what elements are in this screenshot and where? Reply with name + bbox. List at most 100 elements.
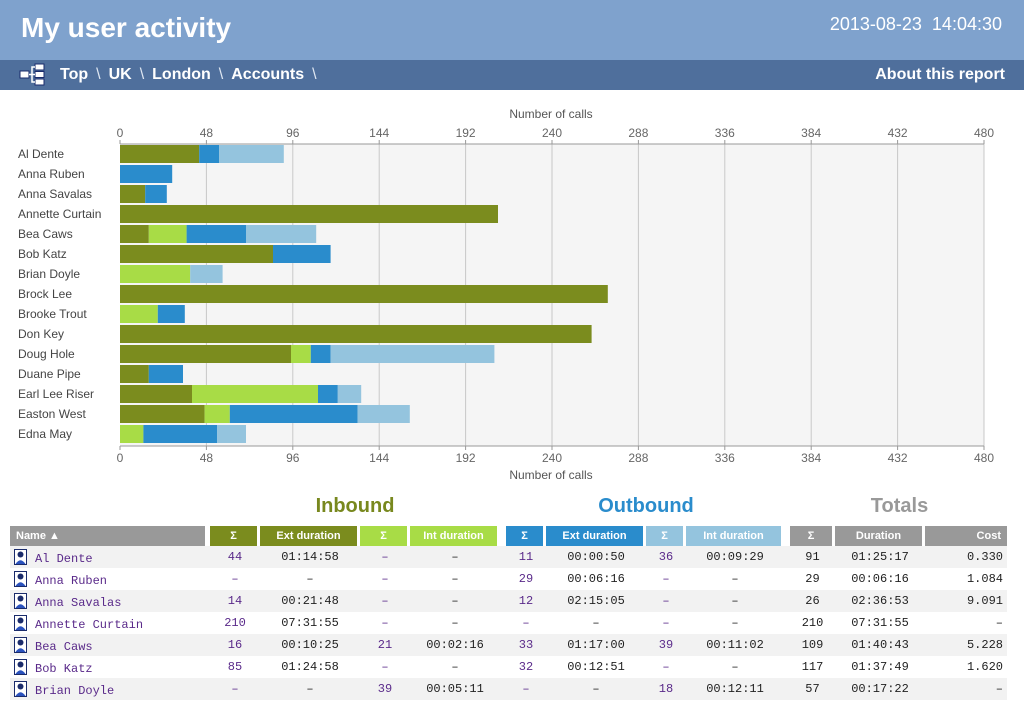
inbound-ext-duration-cell: – bbox=[306, 572, 314, 586]
x-tick-label-bottom: 240 bbox=[542, 451, 562, 465]
table-row[interactable]: Al Dente 44 01:14:58– –11 00:00:50 36 00:09:29… bbox=[10, 546, 1007, 568]
x-tick-label-bottom: 432 bbox=[888, 451, 908, 465]
bar-segment bbox=[120, 405, 205, 423]
user-name[interactable]: Bea Caws bbox=[35, 639, 93, 654]
x-tick-label-top: 0 bbox=[117, 126, 124, 140]
user-name-cell[interactable]: Bob Katz bbox=[10, 656, 208, 678]
y-category-label: Don Key bbox=[18, 327, 64, 341]
table-row[interactable]: Anna Savalas 14 00:21:48– –12 02:15:05– –26 02… bbox=[10, 590, 1007, 612]
table-row[interactable]: Brian Doyle – –39 00:05:11– –18 00:12:11 57 00:… bbox=[10, 678, 1007, 700]
user-name-cell[interactable]: Anna Ruben bbox=[10, 568, 208, 590]
user-name[interactable]: Brian Doyle bbox=[35, 683, 115, 698]
about-report-link[interactable]: About this report bbox=[875, 66, 1005, 83]
column-gap bbox=[784, 526, 790, 546]
bar-segment bbox=[120, 365, 149, 383]
bar-segment bbox=[246, 225, 317, 243]
inbound-int-count-header[interactable]: Σ bbox=[360, 526, 410, 546]
inbound-ext-count-cell: 44 bbox=[210, 546, 260, 568]
table-row[interactable]: Bob Katz 85 01:24:58 – – 32 00:12:51 – – 117 01:37… bbox=[10, 656, 1007, 678]
x-tick-label-top: 432 bbox=[888, 126, 908, 140]
user-name[interactable]: Anna Savalas bbox=[35, 595, 122, 610]
outbound-ext-duration-cell: 01:17:00 bbox=[546, 634, 646, 656]
bar-segment bbox=[120, 265, 191, 283]
y-category-label: Bea Caws bbox=[18, 227, 73, 241]
user-name-cell[interactable]: Bea Caws bbox=[10, 634, 208, 656]
total-duration-cell: 01:25:17 bbox=[835, 546, 925, 568]
column-gap bbox=[208, 546, 210, 568]
outbound-int-duration-cell: 00:11:02 bbox=[686, 634, 784, 656]
table-row[interactable]: Bea Caws 16 00:10:25 21 00:02:16 33 01:17:00 39… bbox=[10, 634, 1007, 656]
y-category-label: Bob Katz bbox=[18, 247, 67, 261]
inbound-ext-duration-header[interactable]: Ext duration bbox=[260, 526, 360, 546]
total-duration-cell: 02:36:53 bbox=[835, 590, 925, 612]
column-gap bbox=[784, 634, 790, 656]
x-tick-label-bottom: 96 bbox=[286, 451, 300, 465]
y-category-label: Annette Curtain bbox=[18, 207, 101, 221]
bar-segment bbox=[120, 185, 146, 203]
table-row[interactable]: Anna Ruben – – – – 29 00:06:16 – – 29 00:06:16 1.08… bbox=[10, 568, 1007, 590]
name-column-header[interactable]: Name ▲ bbox=[10, 526, 208, 546]
column-gap bbox=[500, 590, 506, 612]
inbound-int-duration-cell: – bbox=[410, 590, 500, 612]
x-tick-label-top: 336 bbox=[715, 126, 735, 140]
y-category-label: Earl Lee Riser bbox=[18, 387, 94, 401]
outbound-int-count-cell: – bbox=[662, 616, 670, 630]
user-name-cell[interactable]: Brian Doyle bbox=[10, 678, 208, 700]
bar-segment bbox=[291, 345, 311, 363]
outbound-ext-count-cell: 11 bbox=[506, 546, 546, 568]
x-tick-label-bottom: 192 bbox=[456, 451, 476, 465]
user-activity-table: Name ▲ Σ Ext duration Σ Int duration Σ E… bbox=[10, 526, 1007, 700]
cost-cell: 1.620 bbox=[966, 660, 1003, 674]
hierarchy-icon[interactable] bbox=[19, 63, 45, 86]
inbound-ext-count-cell: 210 bbox=[224, 616, 246, 630]
total-count-header[interactable]: Σ bbox=[790, 526, 835, 546]
inbound-int-count-cell: – bbox=[360, 546, 410, 568]
inbound-int-duration-cell: 00:02:16 bbox=[410, 634, 500, 656]
user-name[interactable]: Al Dente bbox=[35, 551, 93, 566]
inbound-ext-count-cell: – bbox=[210, 678, 260, 700]
bar-segment bbox=[357, 405, 410, 423]
outbound-ext-duration-cell: – bbox=[546, 678, 646, 700]
inbound-ext-duration-cell: 00:21:48 bbox=[260, 590, 360, 612]
user-name-cell[interactable]: Annette Curtain bbox=[10, 612, 208, 634]
inbound-int-duration-header[interactable]: Int duration bbox=[410, 526, 500, 546]
y-category-label: Brock Lee bbox=[18, 287, 72, 301]
outbound-ext-duration-header[interactable]: Ext duration bbox=[546, 526, 646, 546]
outbound-ext-count-header[interactable]: Σ bbox=[506, 526, 546, 546]
outbound-ext-count-cell: – bbox=[506, 678, 546, 700]
breadcrumb: Top \ UK \ London \ Accounts \ bbox=[60, 66, 325, 84]
bar-segment bbox=[120, 165, 173, 183]
table-row[interactable]: Annette Curtain 210 07:31:55 – – – – – – 210 07:31… bbox=[10, 612, 1007, 634]
outbound-int-count-header[interactable]: Σ bbox=[646, 526, 686, 546]
column-gap bbox=[208, 590, 210, 612]
total-count-cell: 57 bbox=[790, 678, 835, 700]
total-duration-header[interactable]: Duration bbox=[835, 526, 925, 546]
user-name-cell[interactable]: Al Dente bbox=[10, 546, 208, 568]
bar-segment bbox=[120, 425, 144, 443]
user-name[interactable]: Annette Curtain bbox=[35, 617, 144, 632]
inbound-ext-count-cell: – bbox=[231, 572, 239, 586]
outbound-int-duration-header[interactable]: Int duration bbox=[686, 526, 784, 546]
user-name[interactable]: Anna Ruben bbox=[35, 573, 108, 588]
inbound-ext-count-header[interactable]: Σ bbox=[210, 526, 260, 546]
user-name[interactable]: Bob Katz bbox=[35, 661, 93, 676]
user-icon bbox=[14, 548, 27, 565]
breadcrumb-bar: Top \ UK \ London \ Accounts \ About this repor… bbox=[0, 60, 1024, 90]
inbound-int-duration-cell: – bbox=[451, 572, 459, 586]
bar-segment bbox=[190, 265, 223, 283]
outbound-ext-count-cell: 32 bbox=[518, 660, 534, 674]
outbound-int-count-cell: – bbox=[646, 590, 686, 612]
bar-segment bbox=[186, 225, 246, 243]
cost-header[interactable]: Cost bbox=[925, 526, 1007, 546]
breadcrumb-london[interactable]: London bbox=[152, 66, 211, 83]
user-name-cell[interactable]: Anna Savalas bbox=[10, 590, 208, 612]
inbound-int-count-cell: – bbox=[381, 572, 389, 586]
breadcrumb-uk[interactable]: UK bbox=[108, 66, 132, 83]
y-category-label: Al Dente bbox=[18, 147, 64, 161]
breadcrumb-accounts[interactable]: Accounts bbox=[231, 66, 305, 83]
x-tick-label-bottom: 144 bbox=[369, 451, 389, 465]
column-gap bbox=[208, 678, 210, 700]
breadcrumb-top[interactable]: Top bbox=[60, 66, 89, 83]
user-icon bbox=[14, 658, 27, 675]
total-duration-cell: 07:31:55 bbox=[851, 616, 909, 630]
